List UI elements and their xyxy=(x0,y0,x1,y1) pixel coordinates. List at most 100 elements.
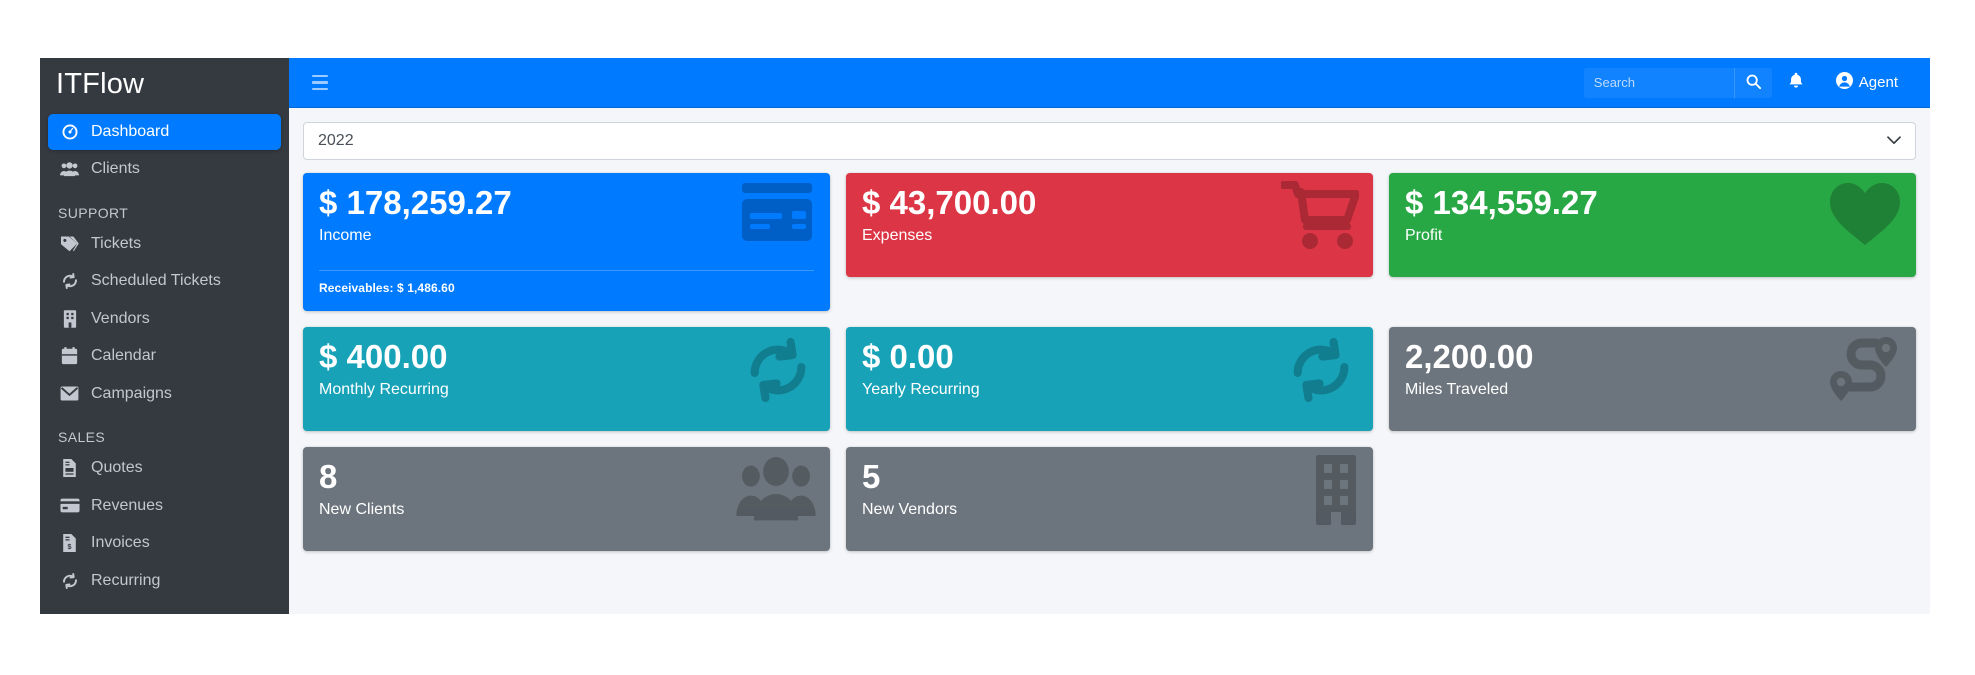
sidebar-item-label: Dashboard xyxy=(91,122,170,140)
bell-icon xyxy=(1788,72,1804,93)
credit-card-icon xyxy=(58,497,81,515)
stat-card-miles-traveled[interactable]: 2,200.00 Miles Traveled xyxy=(1389,327,1916,431)
card-col: 2,200.00 Miles Traveled xyxy=(1389,327,1916,431)
stat-card-value: $ 0.00 xyxy=(862,338,954,375)
hamburger-bar xyxy=(312,74,328,78)
stat-card-footer: Receivables: $ 1,486.60 xyxy=(319,269,814,295)
card-col: $ 178,259.27 Income xyxy=(303,173,830,311)
stat-card-label: New Clients xyxy=(319,500,405,518)
envelope-icon xyxy=(58,385,81,403)
sidebar-item-quotes[interactable]: Quotes xyxy=(48,450,281,486)
search-icon xyxy=(1746,74,1761,92)
sidebar: ITFlow Dashboard xyxy=(40,58,289,614)
sidebar-nav: Dashboard Clients SUPPORT xyxy=(40,113,289,599)
sidebar-item-tickets[interactable]: Tickets xyxy=(48,226,281,262)
recycle-icon xyxy=(58,272,81,290)
card-col: 5 New Vendors xyxy=(846,447,1373,551)
shopping-cart-icon xyxy=(1281,181,1359,251)
sidebar-item-invoices[interactable]: $ Invoices xyxy=(48,525,281,561)
sidebar-item-label: Revenues xyxy=(91,496,164,514)
brand-title: ITFlow xyxy=(56,68,145,100)
cards-row-1: $ 178,259.27 Income xyxy=(303,173,1916,311)
sidebar-item-scheduled-tickets[interactable]: Scheduled Tickets xyxy=(48,263,281,299)
cards-row-3: 8 New Clients xyxy=(303,447,1916,551)
credit-card-icon xyxy=(738,181,816,243)
stat-card-new-vendors[interactable]: 5 New Vendors xyxy=(846,447,1373,551)
stat-card-label: Expenses xyxy=(862,226,933,244)
tag-icon xyxy=(58,235,81,253)
sidebar-item-clients[interactable]: Clients xyxy=(48,151,281,187)
building-icon xyxy=(58,310,81,328)
stat-card-new-clients[interactable]: 8 New Clients xyxy=(303,447,830,551)
gauge-icon xyxy=(58,123,81,141)
card-col: $ 0.00 Yearly Recurring xyxy=(846,327,1373,431)
card-col: $ 400.00 Monthly Recurring xyxy=(303,327,830,431)
recycle-icon xyxy=(740,335,816,405)
year-filter-value: 2022 xyxy=(318,132,354,149)
sidebar-section-sales: SALES xyxy=(58,429,106,446)
stat-card-label: New Vendors xyxy=(862,500,958,518)
hamburger-bar xyxy=(312,87,328,91)
hamburger-icon[interactable] xyxy=(303,66,337,100)
stat-card-label: Income xyxy=(319,226,372,244)
users-icon xyxy=(736,455,816,521)
main-area: Agent 2022 $ 178,259.27 Income xyxy=(289,58,1930,614)
content-area: 2022 $ 178,259.27 Income xyxy=(289,108,1930,614)
recycle-icon xyxy=(1283,335,1359,405)
sidebar-item-campaigns[interactable]: Campaigns xyxy=(48,376,281,412)
search-form xyxy=(1583,67,1772,98)
stat-card-expenses[interactable]: $ 43,700.00 Expenses xyxy=(846,173,1373,277)
sidebar-section-support: SUPPORT xyxy=(58,204,129,221)
stat-card-label: Monthly Recurring xyxy=(319,380,449,398)
sidebar-item-label: Tickets xyxy=(91,234,142,252)
stat-card-profit[interactable]: $ 134,559.27 Profit xyxy=(1389,173,1916,277)
sidebar-item-label: Scheduled Tickets xyxy=(91,272,221,290)
top-navbar: Agent xyxy=(289,58,1930,108)
sidebar-item-dashboard[interactable]: Dashboard xyxy=(48,113,281,150)
stat-card-value: $ 134,559.27 xyxy=(1405,184,1598,221)
file-invoice-icon xyxy=(58,459,81,478)
stat-card-value: $ 43,700.00 xyxy=(862,184,1037,221)
search-button[interactable] xyxy=(1733,67,1772,98)
stat-card-yearly-recurring[interactable]: $ 0.00 Yearly Recurring xyxy=(846,327,1373,431)
sidebar-item-vendors[interactable]: Vendors xyxy=(48,301,281,337)
stat-card-value: 8 xyxy=(319,458,338,495)
heart-icon xyxy=(1828,181,1902,247)
year-filter-select[interactable]: 2022 xyxy=(303,122,1916,160)
user-menu-label: Agent xyxy=(1858,74,1898,91)
stat-card-label: Yearly Recurring xyxy=(862,380,980,398)
sidebar-item-recurring[interactable]: Recurring xyxy=(48,563,281,599)
stat-card-monthly-recurring[interactable]: $ 400.00 Monthly Recurring xyxy=(303,327,830,431)
sidebar-item-label: Quotes xyxy=(91,459,143,477)
chevron-down-icon xyxy=(1887,132,1901,150)
stat-card-value: $ 178,259.27 xyxy=(319,184,512,221)
route-icon xyxy=(1826,335,1902,403)
file-dollar-icon: $ xyxy=(58,534,81,553)
stat-card-value: 5 xyxy=(862,458,881,495)
recycle-icon xyxy=(58,572,81,590)
calendar-icon xyxy=(58,347,81,365)
sidebar-item-label: Clients xyxy=(91,160,140,178)
stat-card-value: 2,200.00 xyxy=(1405,338,1534,375)
stat-card-income[interactable]: $ 178,259.27 Income xyxy=(303,173,830,311)
hamburger-bar xyxy=(312,81,328,84)
card-col: $ 134,559.27 Profit xyxy=(1389,173,1916,277)
cards-row-2: $ 400.00 Monthly Recurring xyxy=(303,327,1916,431)
card-col: 8 New Clients xyxy=(303,447,830,551)
card-col: $ 43,700.00 Expenses xyxy=(846,173,1373,277)
app-shell: ITFlow Dashboard xyxy=(40,58,1930,614)
notifications-button[interactable] xyxy=(1772,58,1820,108)
sidebar-item-label: Campaigns xyxy=(91,384,172,402)
stat-card-value: $ 400.00 xyxy=(319,338,448,375)
sidebar-item-label: Vendors xyxy=(91,309,150,327)
sidebar-item-label: Recurring xyxy=(91,571,161,589)
user-menu-button[interactable]: Agent xyxy=(1820,58,1914,108)
sidebar-item-revenues[interactable]: Revenues xyxy=(48,488,281,524)
search-input[interactable] xyxy=(1583,67,1734,98)
stat-card-label: Profit xyxy=(1405,226,1443,244)
sidebar-item-label: Invoices xyxy=(91,534,150,552)
svg-text:$: $ xyxy=(68,542,72,551)
building-icon xyxy=(1313,455,1359,525)
sidebar-item-calendar[interactable]: Calendar xyxy=(48,338,281,374)
user-circle-icon xyxy=(1835,72,1853,93)
